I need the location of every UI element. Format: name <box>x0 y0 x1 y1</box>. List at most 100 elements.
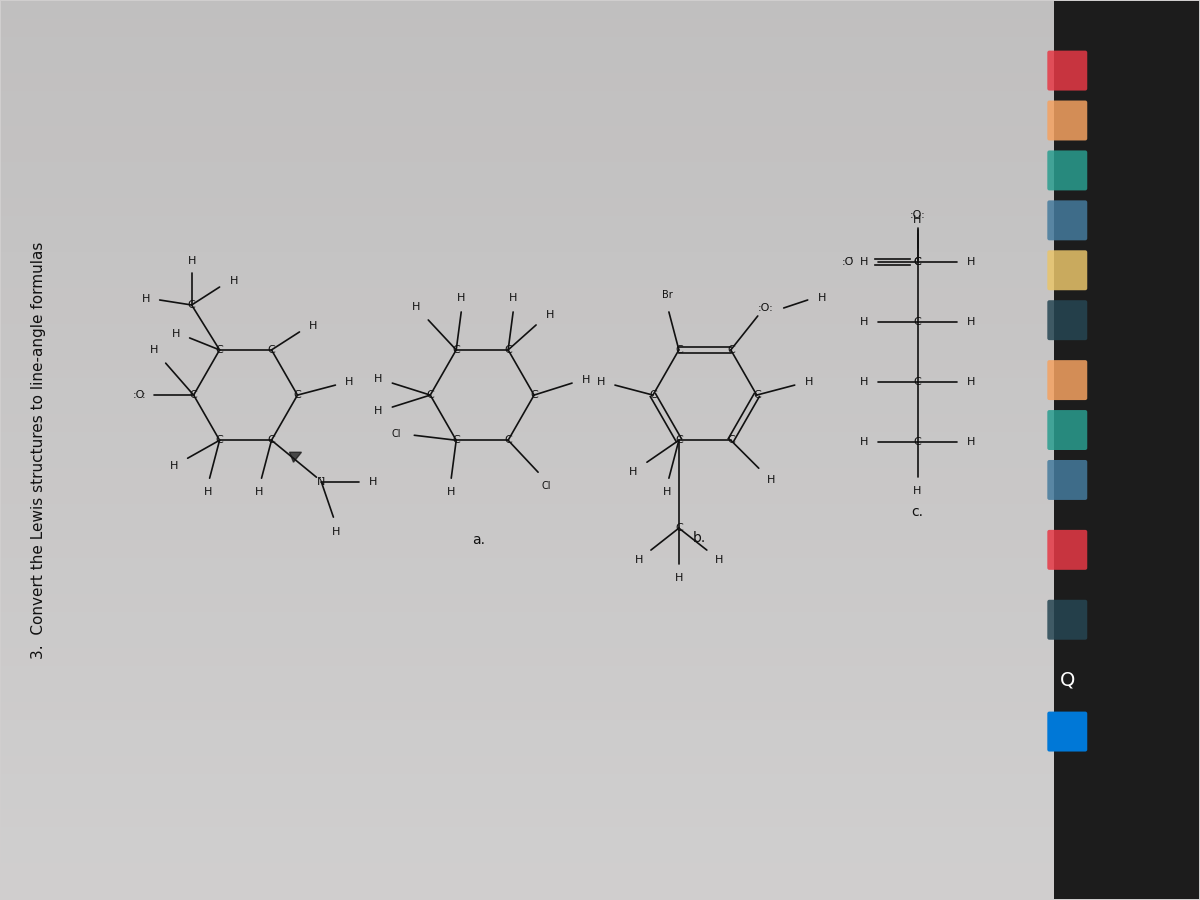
Bar <box>1 612 1199 630</box>
FancyBboxPatch shape <box>1048 360 1087 400</box>
Text: C: C <box>452 345 460 355</box>
Text: H: H <box>256 487 264 497</box>
Text: H: H <box>817 293 826 303</box>
Bar <box>1 450 1199 468</box>
Text: H: H <box>457 293 466 303</box>
Text: H: H <box>767 475 775 485</box>
Text: C: C <box>913 437 922 447</box>
Text: H: H <box>635 555 643 565</box>
Text: H: H <box>967 437 976 447</box>
Text: :O: :O <box>132 390 145 400</box>
Bar <box>1 270 1199 288</box>
Text: C: C <box>913 317 922 328</box>
Text: H: H <box>412 302 420 312</box>
Bar <box>1 306 1199 324</box>
Text: c.: c. <box>912 505 924 519</box>
Text: H: H <box>629 467 637 477</box>
Bar <box>1 19 1199 37</box>
Bar <box>1 486 1199 504</box>
FancyBboxPatch shape <box>1048 599 1087 640</box>
Text: H: H <box>310 321 318 331</box>
Bar <box>1 55 1199 73</box>
Bar <box>1 216 1199 234</box>
Text: :: : <box>136 390 146 400</box>
Text: H: H <box>346 377 354 387</box>
Text: C: C <box>913 257 922 267</box>
Text: H: H <box>913 486 922 496</box>
Text: H: H <box>859 377 868 387</box>
FancyBboxPatch shape <box>1048 150 1087 191</box>
Text: H: H <box>172 328 180 339</box>
Text: H: H <box>804 377 812 387</box>
Bar <box>1 630 1199 648</box>
FancyBboxPatch shape <box>1048 50 1087 91</box>
Text: H: H <box>509 293 517 303</box>
Bar <box>1 127 1199 145</box>
Text: b.: b. <box>694 531 707 544</box>
Text: H: H <box>374 374 383 384</box>
Text: H: H <box>859 257 868 267</box>
Text: Br: Br <box>661 290 672 300</box>
Text: H: H <box>229 276 238 286</box>
Bar <box>1 881 1199 899</box>
Text: C: C <box>268 436 275 446</box>
Text: H: H <box>715 555 724 565</box>
Bar <box>1 540 1199 558</box>
Text: C: C <box>452 436 460 446</box>
Text: a.: a. <box>472 533 485 547</box>
Bar <box>1 558 1199 576</box>
Text: H: H <box>169 461 178 472</box>
Bar <box>1 738 1199 755</box>
Bar <box>1 468 1199 486</box>
Bar <box>1 773 1199 791</box>
FancyBboxPatch shape <box>1048 250 1087 290</box>
Text: H: H <box>332 527 341 537</box>
Bar <box>1 288 1199 306</box>
FancyBboxPatch shape <box>1048 301 1087 340</box>
Text: C: C <box>504 436 512 446</box>
Bar <box>1 145 1199 162</box>
Text: Cl: Cl <box>391 429 401 439</box>
Bar <box>1 863 1199 881</box>
Text: C: C <box>190 390 198 400</box>
Bar <box>1 198 1199 216</box>
Bar <box>1 755 1199 773</box>
Bar <box>1 666 1199 684</box>
Text: C: C <box>676 345 683 355</box>
Text: C: C <box>676 523 683 533</box>
Text: C: C <box>268 345 275 355</box>
Bar <box>1 414 1199 432</box>
Text: C: C <box>216 345 223 355</box>
Text: :O:: :O: <box>758 303 774 313</box>
Text: H: H <box>204 487 211 497</box>
Text: H: H <box>967 317 976 328</box>
Text: H: H <box>674 573 683 583</box>
Bar <box>1 702 1199 720</box>
Text: H: H <box>967 257 976 267</box>
Bar <box>1 37 1199 55</box>
Bar <box>1 396 1199 414</box>
Text: C: C <box>649 390 656 400</box>
Text: H: H <box>967 377 976 387</box>
Bar <box>1 360 1199 378</box>
Bar <box>1 594 1199 612</box>
Bar <box>1 809 1199 827</box>
Text: H: H <box>913 215 922 225</box>
Text: N̈: N̈ <box>317 477 325 487</box>
Text: H: H <box>859 437 868 447</box>
Text: H: H <box>448 487 456 497</box>
Bar <box>1 432 1199 450</box>
FancyBboxPatch shape <box>1048 530 1087 570</box>
Bar <box>1 1 1199 19</box>
Text: C: C <box>752 390 761 400</box>
FancyBboxPatch shape <box>1048 712 1087 751</box>
Bar <box>1 109 1199 127</box>
Bar <box>1 378 1199 396</box>
FancyBboxPatch shape <box>1048 460 1087 500</box>
FancyBboxPatch shape <box>1048 201 1087 240</box>
Bar <box>1 73 1199 91</box>
Text: C: C <box>294 390 301 400</box>
Polygon shape <box>289 452 301 463</box>
Bar <box>1 252 1199 270</box>
Text: C: C <box>727 436 734 446</box>
